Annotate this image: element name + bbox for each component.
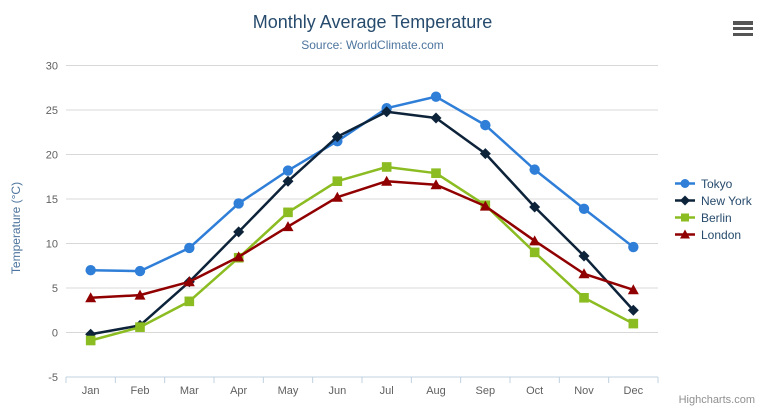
- point-london[interactable]: [233, 251, 245, 262]
- y-axis-label: 10: [46, 239, 58, 251]
- point-london[interactable]: [430, 179, 442, 190]
- point-berlin[interactable]: [85, 335, 96, 346]
- x-axis-label: Nov: [574, 385, 594, 397]
- legend-item-label: New York: [701, 193, 752, 208]
- x-axis-label: Jan: [82, 385, 100, 397]
- point-tokyo[interactable]: [233, 198, 244, 209]
- point-london[interactable]: [183, 276, 195, 287]
- point-berlin[interactable]: [332, 176, 343, 186]
- point-london[interactable]: [627, 284, 639, 295]
- y-axis-label: 30: [46, 61, 58, 73]
- point-berlin[interactable]: [184, 296, 195, 307]
- y-axis-label: 5: [52, 283, 58, 295]
- x-axis-label: Oct: [526, 385, 543, 397]
- credits-link[interactable]: Highcharts.com: [678, 394, 755, 406]
- y-axis-label: -5: [48, 372, 58, 384]
- point-new-york[interactable]: [578, 250, 590, 262]
- x-axis-label: Aug: [426, 385, 446, 397]
- point-berlin[interactable]: [628, 318, 639, 329]
- chart-title: Monthly Average Temperature: [252, 12, 493, 32]
- point-london[interactable]: [578, 268, 590, 279]
- point-berlin[interactable]: [431, 168, 441, 178]
- series-line-new-york[interactable]: [90, 110, 635, 336]
- point-berlin[interactable]: [529, 247, 540, 258]
- x-axis-label: Sep: [476, 385, 496, 397]
- point-tokyo[interactable]: [628, 241, 639, 253]
- point-tokyo[interactable]: [578, 203, 590, 214]
- point-new-york[interactable]: [529, 201, 541, 213]
- hamburger-icon: [733, 26, 753, 31]
- x-axis-label: Mar: [180, 385, 199, 397]
- legend-item-tokyo[interactable]: Tokyo: [674, 175, 752, 192]
- point-berlin[interactable]: [135, 322, 145, 332]
- point-new-york[interactable]: [430, 112, 442, 124]
- legend-item-london[interactable]: London: [674, 226, 752, 243]
- x-axis-label: Apr: [230, 385, 247, 397]
- x-axis-label: Feb: [131, 385, 150, 397]
- legend-item-label: London: [701, 227, 742, 242]
- point-london[interactable]: [529, 235, 541, 246]
- y-axis-title: Temperature (°C): [9, 181, 23, 275]
- export-menu-button[interactable]: [733, 21, 753, 36]
- y-axis-label: 0: [52, 328, 58, 340]
- point-tokyo[interactable]: [282, 165, 294, 176]
- point-london[interactable]: [282, 221, 294, 232]
- point-berlin[interactable]: [283, 207, 293, 218]
- triangle-marker-icon: [675, 229, 695, 239]
- series-line-berlin[interactable]: [90, 165, 634, 342]
- legend: Tokyo New York Berlin London: [674, 175, 752, 243]
- chart-subtitle: Source: WorldClimate.com: [301, 38, 444, 52]
- point-new-york[interactable]: [479, 148, 491, 160]
- point-tokyo[interactable]: [430, 91, 442, 102]
- point-london[interactable]: [381, 175, 393, 186]
- point-tokyo[interactable]: [134, 265, 146, 277]
- point-berlin[interactable]: [381, 162, 392, 172]
- point-london[interactable]: [479, 200, 491, 211]
- x-axis-label: Jun: [328, 385, 346, 397]
- x-axis-label: May: [278, 385, 299, 397]
- point-tokyo[interactable]: [529, 164, 540, 175]
- point-london[interactable]: [331, 191, 343, 202]
- y-axis-label: 15: [46, 194, 58, 206]
- point-tokyo[interactable]: [480, 119, 491, 131]
- hamburger-icon: [733, 32, 753, 36]
- point-new-york[interactable]: [381, 106, 393, 118]
- y-axis-label: 20: [46, 150, 58, 162]
- x-axis-label: Dec: [624, 385, 644, 397]
- square-marker-icon: [675, 213, 695, 222]
- series-line-tokyo[interactable]: [90, 95, 635, 273]
- diamond-marker-icon: [675, 195, 695, 206]
- legend-item-label: Tokyo: [701, 176, 733, 191]
- point-new-york[interactable]: [627, 304, 639, 316]
- point-tokyo[interactable]: [85, 265, 96, 276]
- legend-item-label: Berlin: [701, 210, 732, 225]
- point-london[interactable]: [134, 289, 146, 300]
- x-axis-label: Jul: [380, 385, 394, 397]
- legend-item-berlin[interactable]: Berlin: [674, 209, 752, 226]
- y-axis-label: 25: [46, 105, 58, 117]
- point-berlin[interactable]: [579, 292, 589, 303]
- circle-marker-icon: [675, 179, 695, 188]
- legend-item-new-york[interactable]: New York: [674, 192, 752, 209]
- point-new-york[interactable]: [331, 131, 343, 143]
- point-london[interactable]: [85, 292, 97, 303]
- point-new-york[interactable]: [282, 175, 294, 187]
- point-new-york[interactable]: [233, 226, 245, 238]
- series-line-london[interactable]: [90, 179, 634, 300]
- hamburger-icon: [733, 21, 753, 25]
- point-tokyo[interactable]: [184, 242, 195, 254]
